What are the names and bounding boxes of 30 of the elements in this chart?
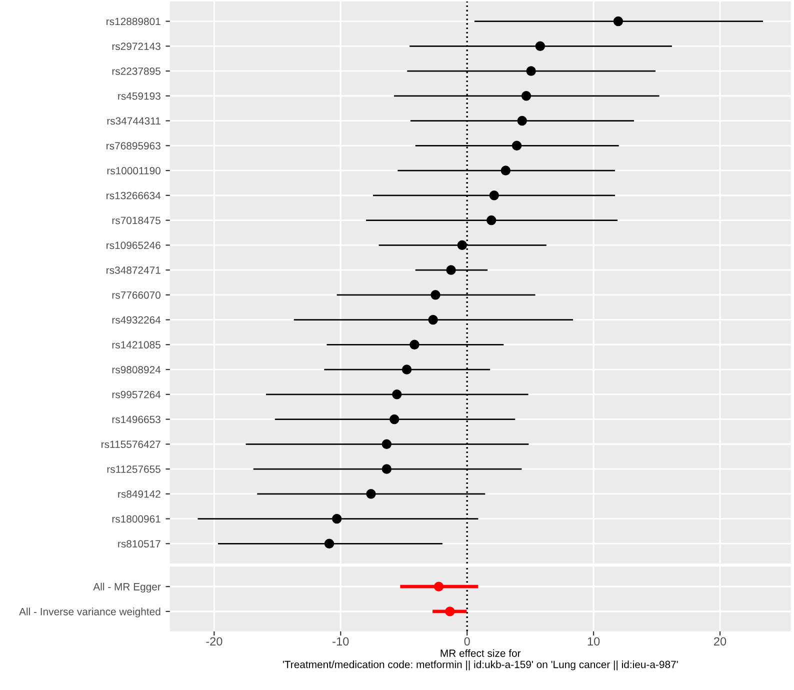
y-tick-label: rs4932264 xyxy=(112,316,161,324)
y-tick-label: rs76895963 xyxy=(106,142,160,150)
y-tick-label: rs1421085 xyxy=(112,341,160,349)
y-tick-label: rs9957264 xyxy=(112,390,161,398)
y-tick-label: All - Inverse variance weighted xyxy=(19,608,160,618)
y-tick-label: rs7766070 xyxy=(112,291,160,299)
y-tick-label: rs11257655 xyxy=(107,466,160,473)
x-tick-label: -20 xyxy=(206,637,222,646)
y-tick-label: rs2972143 xyxy=(112,42,160,50)
x-tick-label: 20 xyxy=(714,637,726,646)
y-tick-label: rs1496653 xyxy=(112,416,160,424)
y-tick-label: rs34744311 xyxy=(107,117,160,125)
y-tick-label: rs7018475 xyxy=(112,216,160,224)
y-tick-label: rs459193 xyxy=(118,92,160,100)
y-tick-label: rs13266634 xyxy=(106,192,161,200)
y-tick-label: rs849142 xyxy=(118,490,160,498)
y-tick-label: rs115576427 xyxy=(102,440,160,448)
y-tick-label: rs12889801 xyxy=(106,18,160,26)
y-tick-label: rs2237895 xyxy=(112,68,160,75)
x-tick-label: 0 xyxy=(464,637,470,646)
y-tick-label: rs10001190 xyxy=(107,167,160,174)
x-axis-title: MR effect size for 'Treatment/medication code: metformin || id:ukb-a-159' on 'Lung cancer || id:ieu-a-987' xyxy=(282,649,678,670)
y-tick-label: rs10965246 xyxy=(106,242,160,250)
y-tick-label: rs9808924 xyxy=(112,366,161,374)
x-tick-label: 10 xyxy=(588,637,600,646)
y-tick-label: All - MR Egger xyxy=(93,582,161,593)
y-tick-label: rs1800961 xyxy=(112,515,160,523)
y-tick-label: rs34872471 xyxy=(106,266,160,274)
x-tick-label: -10 xyxy=(332,637,349,646)
y-tick-label: rs810517 xyxy=(118,540,160,548)
